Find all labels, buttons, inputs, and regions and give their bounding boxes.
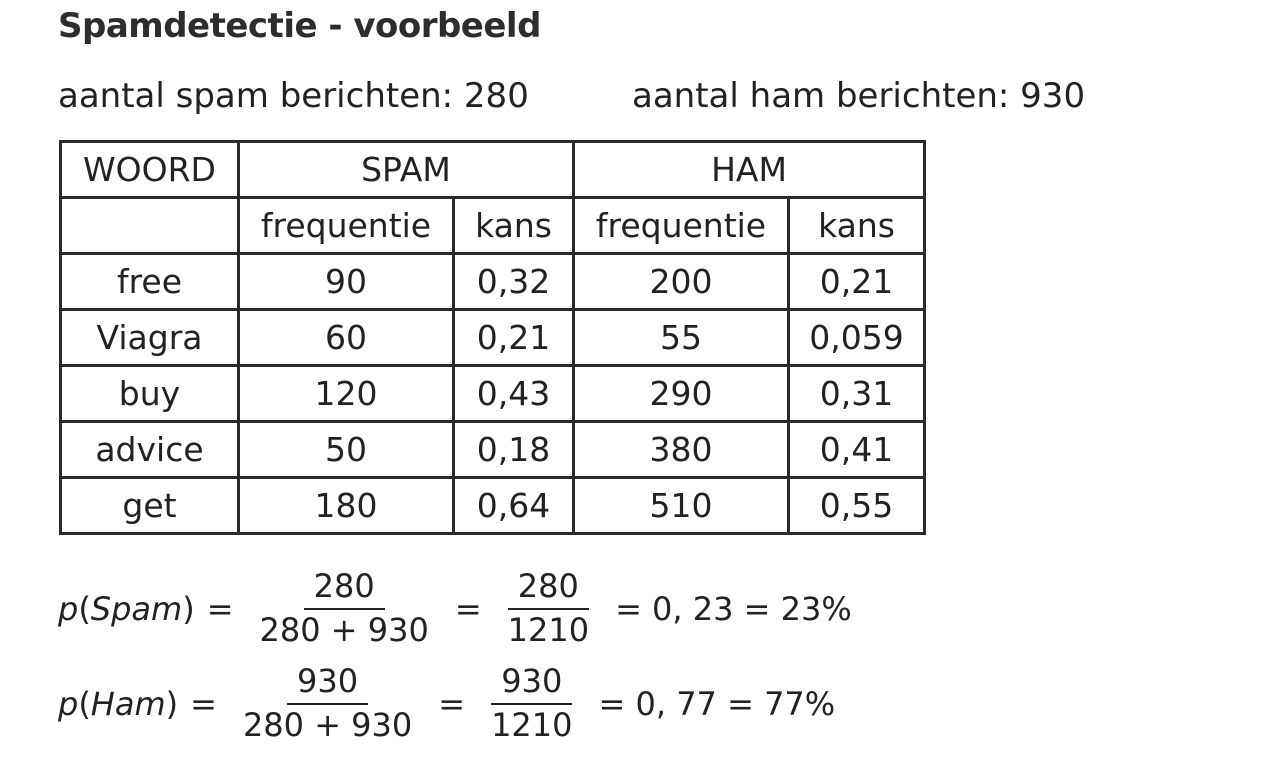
cell-ham-kans: 0,55 <box>787 476 926 535</box>
fraction-denominator: 1210 <box>491 705 573 744</box>
formula-variable: Ham <box>90 684 166 723</box>
cell-ham-frequency: 380 <box>572 420 790 479</box>
cell-spam-frequency: 180 <box>237 476 455 535</box>
formula-equals: = <box>454 589 482 628</box>
formula-p: p <box>58 684 79 723</box>
page-title: Spamdetectie - voorbeeld <box>58 6 541 46</box>
fraction-numerator: 280 <box>303 569 385 610</box>
cell-ham-kans: 0,41 <box>787 420 926 479</box>
cell-spam-kans: 0,64 <box>452 476 575 535</box>
formula-p-spam: p(Spam) = 280 280 + 930 = 280 1210 = 0, … <box>58 569 852 649</box>
frequency-table: WOORD SPAM HAM frequentie kans frequenti… <box>59 140 926 535</box>
formula-lhs: p(Spam) <box>58 590 195 628</box>
cell-spam-kans: 0,21 <box>452 308 575 367</box>
cell-ham-frequency: 200 <box>572 252 790 311</box>
formula-p-ham: p(Ham) = 930 280 + 930 = 930 1210 = 0, 7… <box>58 664 836 744</box>
cell-word: buy <box>59 364 240 423</box>
cell-spam-kans: 0,32 <box>452 252 575 311</box>
cell-word: get <box>59 476 240 535</box>
cell-spam-kans: 0,43 <box>452 364 575 423</box>
formula-equals: = <box>206 589 234 628</box>
fraction-denominator: 1210 <box>507 610 590 649</box>
formula-equals: = <box>438 684 466 723</box>
header-spam: SPAM <box>237 140 575 199</box>
cell-spam-frequency: 50 <box>237 420 455 479</box>
formula-fraction: 280 280 + 930 <box>250 569 439 649</box>
header-ham: HAM <box>572 140 926 199</box>
formula-lhs: p(Ham) <box>58 685 178 723</box>
table-row: get 180 0,64 510 0,55 <box>59 476 926 535</box>
fraction-denominator: 280 + 930 <box>259 610 429 649</box>
table-subheader-row: frequentie kans frequentie kans <box>59 196 926 255</box>
subheader-ham-frequency: frequentie <box>572 196 790 255</box>
fraction-numerator: 930 <box>287 664 369 705</box>
cell-spam-kans: 0,18 <box>452 420 575 479</box>
cell-word: Viagra <box>59 308 240 367</box>
table-row: Viagra 60 0,21 55 0,059 <box>59 308 926 367</box>
cell-word: free <box>59 252 240 311</box>
cell-ham-frequency: 290 <box>572 364 790 423</box>
formula-fraction: 930 280 + 930 <box>233 664 422 744</box>
formula-variable: Spam <box>90 589 183 628</box>
cell-ham-kans: 0,31 <box>787 364 926 423</box>
cell-ham-kans: 0,059 <box>787 308 926 367</box>
cell-ham-frequency: 55 <box>572 308 790 367</box>
cell-ham-frequency: 510 <box>572 476 790 535</box>
formula-result: = 0, 23 = 23% <box>615 589 852 628</box>
cell-spam-frequency: 90 <box>237 252 455 311</box>
formula-equals: = <box>190 684 217 723</box>
formula-open-paren: ( <box>78 684 91 723</box>
formula-p: p <box>58 589 79 628</box>
cell-word: advice <box>59 420 240 479</box>
formula-result: = 0, 77 = 77% <box>598 684 836 723</box>
formula-fraction: 930 1210 <box>481 664 582 744</box>
formula-close-paren: ) <box>182 589 195 628</box>
ham-count: aantal ham berichten: 930 <box>632 76 1086 116</box>
cell-ham-kans: 0,21 <box>787 252 926 311</box>
fraction-denominator: 280 + 930 <box>242 705 413 744</box>
formula-close-paren: ) <box>165 684 179 723</box>
subheader-spam-kans: kans <box>452 196 575 255</box>
formula-fraction: 280 1210 <box>498 569 599 649</box>
fraction-numerator: 280 <box>507 569 589 610</box>
subheader-ham-kans: kans <box>787 196 926 255</box>
table-header-row: WOORD SPAM HAM <box>59 140 926 199</box>
header-word: WOORD <box>59 140 240 199</box>
subheader-empty <box>59 196 240 255</box>
table-row: free 90 0,32 200 0,21 <box>59 252 926 311</box>
formula-open-paren: ( <box>78 589 91 628</box>
cell-spam-frequency: 60 <box>237 308 455 367</box>
spam-count: aantal spam berichten: 280 <box>58 76 529 116</box>
table-row: advice 50 0,18 380 0,41 <box>59 420 926 479</box>
subheader-spam-frequency: frequentie <box>237 196 455 255</box>
fraction-numerator: 930 <box>491 664 573 705</box>
cell-spam-frequency: 120 <box>237 364 455 423</box>
table-row: buy 120 0,43 290 0,31 <box>59 364 926 423</box>
